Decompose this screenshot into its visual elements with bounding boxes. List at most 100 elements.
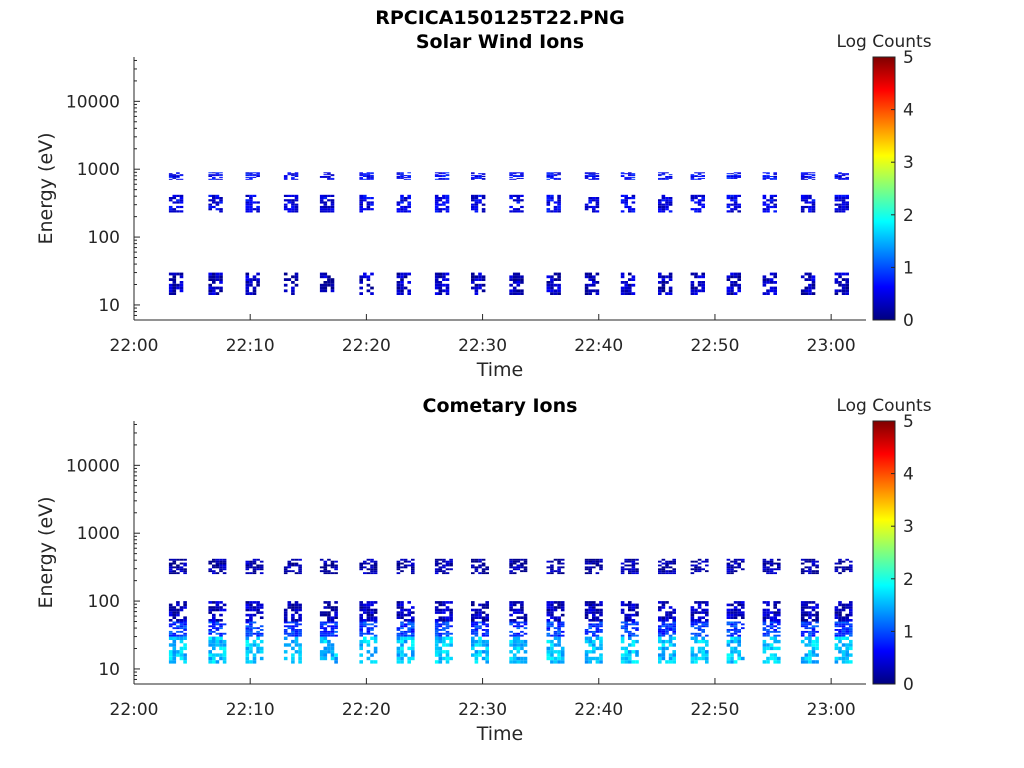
heatmap-cell <box>474 283 479 287</box>
heatmap-cell <box>400 650 404 654</box>
heatmap-cell <box>334 566 338 569</box>
heatmap-cell <box>168 636 173 640</box>
heatmap-cell <box>800 572 805 575</box>
heatmap-cell <box>370 560 374 563</box>
heatmap-cell <box>762 608 767 612</box>
heatmap-cell <box>168 292 173 295</box>
heatmap-cell <box>179 627 184 630</box>
heatmap-cell <box>179 272 184 276</box>
heatmap-cell <box>769 572 774 575</box>
heatmap-cell <box>359 564 363 567</box>
heatmap-cell <box>841 603 846 607</box>
heatmap-cell <box>366 616 371 619</box>
heatmap-cell <box>287 172 292 174</box>
heatmap-cell <box>400 606 404 609</box>
heatmap-cell <box>588 173 592 175</box>
heatmap-cell <box>249 643 253 647</box>
heatmap-cell <box>546 275 551 279</box>
heatmap-cell <box>396 660 401 664</box>
heatmap-cell <box>438 601 443 604</box>
heatmap-cell <box>628 558 632 561</box>
heatmap-cell <box>400 613 404 617</box>
heatmap-cell <box>481 177 486 179</box>
heatmap-cell <box>323 176 328 178</box>
heatmap-cell <box>287 632 292 635</box>
heatmap-cell <box>599 653 603 657</box>
heatmap-cell <box>661 639 666 644</box>
heatmap-cell <box>366 627 371 630</box>
heatmap-cell <box>520 660 524 664</box>
heatmap-cell <box>208 636 212 640</box>
heatmap-cell <box>403 623 408 626</box>
heatmap-cell <box>481 562 486 565</box>
heatmap-cell <box>804 630 809 633</box>
heatmap-cell <box>520 278 524 281</box>
heatmap-cell <box>726 572 731 575</box>
heatmap-cell <box>658 619 662 622</box>
heatmap-cell <box>520 621 524 624</box>
heatmap-cell <box>434 174 439 176</box>
heatmap-cell <box>595 630 600 633</box>
heatmap-cell <box>741 616 745 619</box>
heatmap-cell <box>733 566 738 569</box>
heatmap-cell <box>624 613 628 617</box>
heatmap-cell <box>841 606 846 609</box>
heatmap-cell <box>445 278 450 281</box>
heatmap-cell <box>697 562 702 565</box>
heatmap-cell <box>256 646 260 651</box>
heatmap-cell <box>584 639 589 644</box>
heatmap-cell <box>252 275 257 279</box>
heatmap-cell <box>762 632 767 635</box>
heatmap-cell <box>838 613 842 617</box>
heatmap-cell <box>449 632 453 635</box>
heatmap-cell <box>359 601 363 604</box>
heatmap-cell <box>212 613 216 617</box>
heatmap-cell <box>168 562 173 565</box>
heatmap-cell <box>245 289 250 293</box>
heatmap-cell <box>259 606 264 609</box>
heatmap-cell <box>592 172 596 174</box>
heatmap-cell <box>665 176 669 178</box>
heatmap-cell <box>319 199 324 202</box>
heatmap-cell <box>323 272 328 276</box>
heatmap-cell <box>672 621 676 624</box>
heatmap-cell <box>359 630 363 633</box>
heatmap-cell <box>588 562 592 565</box>
heatmap-cell <box>624 289 628 293</box>
heatmap-cell <box>733 201 738 204</box>
heatmap-cell <box>668 562 673 565</box>
heatmap-cell <box>841 203 846 206</box>
heatmap-cell <box>849 627 853 630</box>
heatmap-cell <box>841 653 846 657</box>
heatmap-cell <box>478 175 482 177</box>
heatmap-cell <box>550 650 554 654</box>
heatmap-cell <box>811 203 816 206</box>
heatmap-cell <box>553 570 558 573</box>
heatmap-cell <box>474 175 479 177</box>
heatmap-cell <box>599 558 603 561</box>
heatmap-cell <box>672 572 676 575</box>
heatmap-cell <box>366 643 371 647</box>
heatmap-cell <box>516 289 521 293</box>
heatmap-cell <box>396 560 401 563</box>
heatmap-cell <box>661 606 666 609</box>
heatmap-cell <box>665 616 669 619</box>
heatmap-cell <box>471 572 475 575</box>
heatmap-cell <box>697 566 702 569</box>
heatmap-cell <box>509 601 513 604</box>
heatmap-cell <box>215 173 220 175</box>
heatmap-cell <box>560 660 565 664</box>
heatmap-cell <box>323 205 328 209</box>
heatmap-cell <box>294 603 299 607</box>
heatmap-cell <box>294 629 299 631</box>
heatmap-cell <box>635 629 639 631</box>
heatmap-cell <box>291 613 295 617</box>
heatmap-cell <box>769 281 774 284</box>
heatmap-cell <box>733 281 738 284</box>
heatmap-cell <box>726 634 731 637</box>
heatmap-cell <box>434 608 439 612</box>
heatmap-cell <box>438 639 443 644</box>
heatmap-cell <box>690 621 695 624</box>
heatmap-cell <box>737 608 741 612</box>
heatmap-cell <box>584 601 589 604</box>
